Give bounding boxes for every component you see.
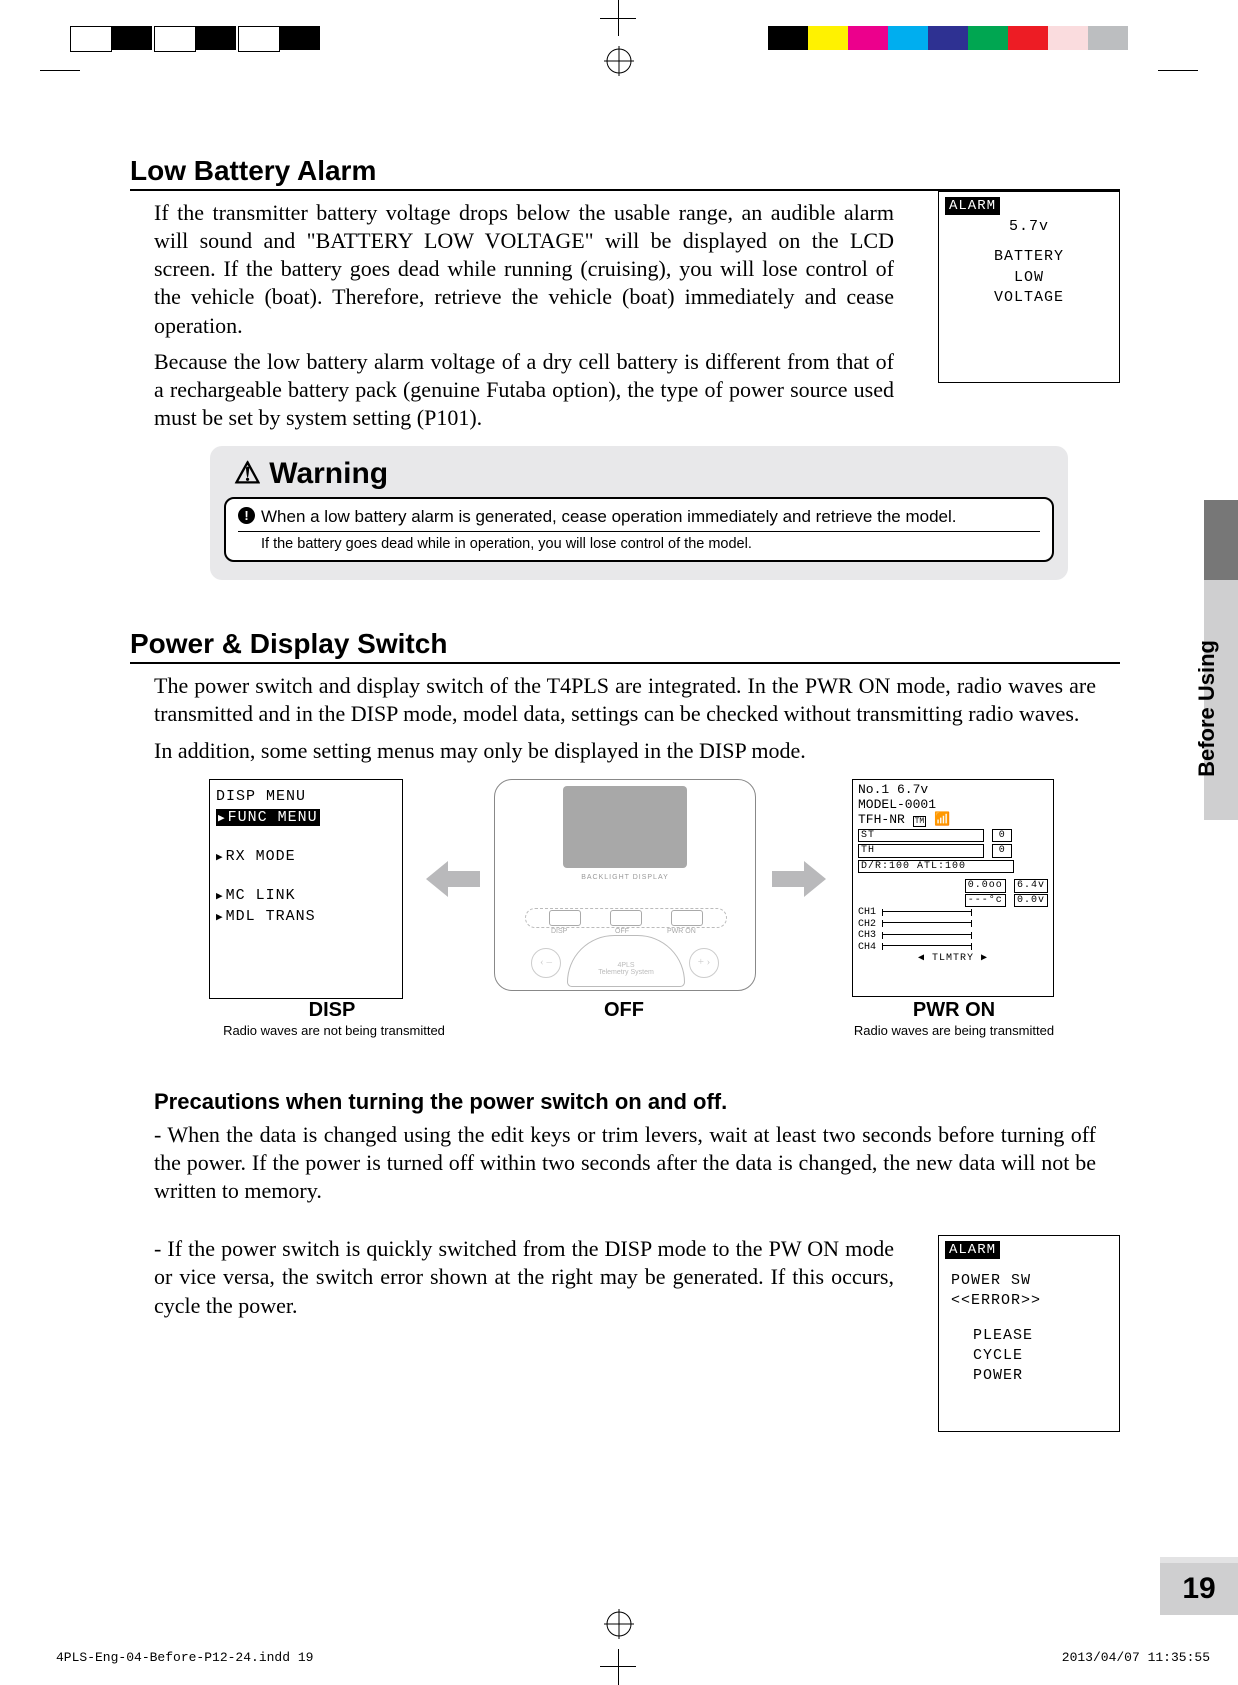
- body-paragraph: If the transmitter battery voltage drops…: [154, 199, 894, 340]
- lcd-line: MODEL-0001: [858, 798, 1048, 813]
- body-paragraph: - When the data is changed using the edi…: [154, 1121, 1096, 1205]
- lcd-line: CYCLE: [973, 1346, 1107, 1366]
- dial-label: Telemetry System: [568, 969, 684, 976]
- lcd-pwr-on: No.1 6.7v MODEL-0001 TFH-NR TM 📶 ST 0 TH…: [852, 779, 1054, 997]
- caption-disp: DISP: [262, 999, 402, 1022]
- caption-pwr: PWR ON: [884, 999, 1024, 1022]
- arrow-left-icon: [426, 859, 480, 899]
- section-tab-label: Before Using: [1194, 640, 1220, 777]
- switch-mode-figure: DISP MENU FUNC MENU RX MODE MC LINK MDL …: [154, 779, 1084, 1079]
- exclamation-icon: !: [238, 507, 255, 524]
- subcaption-disp: Radio waves are not being transmitted: [184, 1023, 484, 1038]
- switch-pos-label: OFF: [615, 928, 629, 935]
- dial-label: 4PLS: [568, 962, 684, 969]
- lcd-ch: CH3: [858, 930, 876, 941]
- lcd-line: TFH-NR TM 📶: [858, 813, 1048, 828]
- section-tab-dark: [1204, 500, 1238, 580]
- warning-subtext: If the battery goes dead while in operat…: [238, 536, 1040, 552]
- warning-box: ⚠ Warning ! When a low battery alarm is …: [210, 446, 1068, 580]
- lcd-title: ALARM: [945, 197, 1000, 215]
- lcd-box: 6.4v: [1014, 879, 1048, 893]
- lcd-line: PLEASE: [973, 1326, 1107, 1346]
- body-paragraph: The power switch and display switch of t…: [154, 672, 1096, 728]
- lcd-line: <<ERROR>>: [951, 1291, 1107, 1311]
- caption-off: OFF: [584, 999, 664, 1022]
- page-number: 19: [1160, 1563, 1238, 1615]
- warning-heading: Warning: [269, 457, 388, 490]
- switch-pos-label: DISP: [551, 928, 567, 935]
- lcd-line: MDL TRANS: [216, 908, 396, 925]
- lcd-line: VOLTAGE: [951, 288, 1107, 308]
- lcd-line: POWER SW: [951, 1271, 1107, 1291]
- arrow-right-icon: [772, 859, 826, 899]
- device-label: BACKLIGHT DISPLAY: [495, 874, 755, 881]
- section-heading-power-display: Power & Display Switch: [130, 628, 1120, 664]
- lcd-alarm-low-battery: ALARM 5.7v BATTERY LOW VOLTAGE: [938, 191, 1120, 383]
- lcd-ch: CH2: [858, 919, 876, 930]
- warning-text: When a low battery alarm is generated, c…: [261, 507, 956, 527]
- section-heading-low-battery: Low Battery Alarm: [130, 155, 1120, 191]
- lcd-line: No.1 6.7v: [858, 783, 1048, 798]
- body-paragraph: - If the power switch is quickly switche…: [154, 1235, 894, 1319]
- lcd-tlm: ◀ TLMTRY ▶: [858, 953, 1048, 965]
- lcd-line: POWER: [973, 1366, 1107, 1386]
- warning-triangle-icon: ⚠: [234, 457, 261, 490]
- registration-target-icon: [604, 1609, 634, 1639]
- lcd-line: MC LINK: [216, 887, 396, 904]
- lcd-line: BATTERY: [951, 247, 1107, 267]
- transmitter-top-diagram: BACKLIGHT DISPLAY DISP OFF PWR ON 4PLS T…: [494, 779, 756, 991]
- indd-timestamp: 2013/04/07 11:35:55: [1062, 1650, 1210, 1665]
- dial-side-right: + ›: [689, 948, 719, 978]
- switch-pos-label: PWR ON: [667, 928, 696, 935]
- lcd-ch: CH4: [858, 942, 876, 953]
- lcd-line-selected: FUNC MENU: [216, 809, 320, 826]
- lcd-dr: D/R:100 ATL:100: [858, 860, 1014, 874]
- lcd-alarm-switch-error: ALARM POWER SW <<ERROR>> PLEASE CYCLE PO…: [938, 1235, 1120, 1432]
- dial-side-left: ‹ –: [531, 948, 561, 978]
- subcaption-pwr: Radio waves are being transmitted: [814, 1023, 1094, 1038]
- lcd-line: DISP MENU: [216, 788, 396, 805]
- lcd-line: RX MODE: [216, 848, 396, 865]
- lcd-title: ALARM: [945, 1241, 1000, 1259]
- lcd-line: LOW: [951, 268, 1107, 288]
- lcd-box: ---°c: [965, 894, 1006, 908]
- lcd-box: 0.0v: [1014, 894, 1048, 908]
- lcd-ch: CH1: [858, 907, 876, 918]
- registration-target-icon: [604, 46, 634, 76]
- lcd-box: 0.0oo: [965, 879, 1006, 893]
- body-paragraph: Because the low battery alarm voltage of…: [154, 348, 894, 432]
- lcd-th: TH: [858, 844, 984, 858]
- body-paragraph: In addition, some setting menus may only…: [154, 737, 1096, 765]
- lcd-st: ST: [858, 829, 984, 843]
- subheading-precautions: Precautions when turning the power switc…: [154, 1089, 1120, 1115]
- indd-filename: 4PLS-Eng-04-Before-P12-24.indd 19: [56, 1650, 313, 1665]
- lcd-disp-menu: DISP MENU FUNC MENU RX MODE MC LINK MDL …: [209, 779, 403, 999]
- lcd-line: 5.7v: [951, 217, 1107, 237]
